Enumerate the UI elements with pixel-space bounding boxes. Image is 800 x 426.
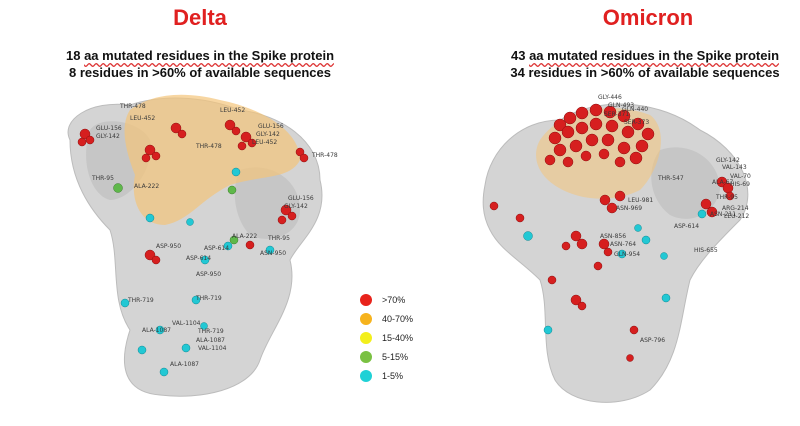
delta-residue-label: THR-719	[197, 328, 224, 335]
delta-residue-label: GLU-156	[96, 125, 122, 132]
omicron-subtitle: 43 aa mutated residues in the Spike prot…	[480, 47, 800, 81]
delta-residue-label: THR-478	[119, 103, 146, 110]
delta-residue-label: THR-95	[267, 235, 290, 242]
delta-residue-label: THR-95	[91, 175, 114, 182]
legend-swatch	[360, 369, 372, 382]
omicron-residue-label: ASN-764	[610, 241, 636, 248]
omicron-residue-label: ALA-67	[712, 179, 734, 186]
delta-residue-label: ASP-614	[186, 255, 211, 262]
legend-label: 5-15%	[382, 351, 409, 362]
delta-spike-structure: THR-478LEU-452GLU-156GLY-142LEU-452GLU-1…	[67, 94, 338, 397]
delta-residue-label: ASN-950	[260, 250, 286, 257]
omicron-residue-label: ASP-614	[674, 223, 699, 230]
legend-item: 5-15%	[360, 347, 413, 366]
delta-title: Delta	[173, 5, 227, 30]
delta-residue-label: ASP-950	[156, 243, 181, 250]
delta-residue-label: ASP-950	[196, 271, 221, 278]
delta-cyan-residues	[120, 167, 275, 377]
delta-residues	[77, 119, 309, 377]
legend-swatch	[360, 331, 372, 344]
delta-red-residues	[77, 119, 309, 265]
legend-swatch	[360, 312, 372, 325]
legend: >70% 40-70% 15-40% 5-15% 1-5%	[360, 290, 413, 385]
omicron-residue-label: GLN-440	[622, 106, 648, 113]
omicron-red-residues	[489, 103, 735, 362]
legend-label: 40-70%	[382, 313, 414, 324]
legend-swatch	[360, 293, 372, 306]
omicron-residue-label: LEU-212	[724, 213, 749, 220]
delta-residue-label: LEU-452	[220, 107, 245, 114]
delta-residue-label: THR-719	[127, 297, 154, 304]
omicron-residue-label: ASN-856	[600, 233, 626, 240]
delta-residue-label: GLY-142	[256, 131, 280, 138]
omicron-residue-label: THR-547	[657, 175, 684, 182]
delta-residue-label: LEU-452	[252, 139, 277, 146]
delta-residue-label: THR-478	[195, 143, 222, 150]
omicron-residue-label: ASN-211	[710, 211, 736, 218]
legend-swatch	[360, 350, 372, 363]
delta-residue-label: THR-719	[195, 295, 222, 302]
omicron-residue-label: GLN-493	[608, 102, 634, 109]
legend-item: >70%	[360, 290, 413, 309]
legend-item: 15-40%	[360, 328, 413, 347]
omicron-residue-label: LEU-981	[628, 197, 653, 204]
delta-residue-label: VAL-1104	[198, 345, 227, 352]
delta-residue-label: ALA-1087	[170, 361, 199, 368]
omicron-title: Omicron	[602, 5, 694, 30]
omicron-residue-label: ASP-796	[640, 337, 665, 344]
delta-residue-label: ALA-1087	[142, 327, 171, 334]
delta-residue-label: ALA-1087	[196, 337, 225, 344]
legend-label: 1-5%	[382, 370, 404, 381]
delta-subtitle-line2: 8 residues in >60% of available sequence…	[69, 65, 331, 80]
delta-green-residues	[113, 183, 239, 245]
delta-subtitle-line1: 18 aa mutated residues in the Spike prot…	[65, 48, 335, 63]
delta-residue-label: ALA-222	[232, 233, 257, 240]
omicron-residue-label: ASN-969	[616, 205, 642, 212]
omicron-residue-label: VAL-143	[722, 164, 747, 171]
omicron-residues	[489, 103, 735, 362]
delta-rbd-region	[124, 94, 300, 225]
omicron-residue-label: THR-95	[715, 194, 738, 201]
omicron-residue-label: SER-373	[624, 119, 649, 126]
omicron-subtitle-line1: 43 aa mutated residues in the Spike prot…	[510, 48, 780, 63]
omicron-residue-label: SER-371	[604, 111, 629, 118]
delta-residue-label: LEU-452	[130, 115, 155, 122]
delta-residue-label: ASP-614	[204, 245, 229, 252]
delta-residue-labels: THR-478LEU-452GLU-156GLY-142LEU-452GLU-1…	[91, 103, 338, 368]
omicron-residue-label: ARG-214	[722, 205, 749, 212]
omicron-residue-label: GLY-446	[598, 94, 622, 101]
omicron-subtitle-line2: 34 residues in >60% of available sequenc…	[510, 65, 780, 80]
delta-residue-label: ALA-222	[134, 183, 159, 190]
legend-item: 1-5%	[360, 366, 413, 385]
delta-residue-label: GLY-142	[96, 133, 120, 140]
delta-residue-label: GLY-142	[284, 203, 308, 210]
delta-residue-label: THR-478	[311, 152, 338, 159]
omicron-residue-label: VAL-70	[730, 173, 751, 180]
delta-residue-label: GLU-156	[288, 195, 314, 202]
omicron-residue-label: GLY-142	[716, 157, 740, 164]
omicron-residue-label: HIS-69	[730, 181, 750, 188]
delta-subtitle: 18 aa mutated residues in the Spike prot…	[35, 47, 365, 81]
delta-residue-label: VAL-1104	[172, 320, 201, 327]
omicron-residue-label: GLN-954	[614, 251, 640, 258]
omicron-residue-label: HIS-655	[694, 247, 718, 254]
omicron-cyan-residues	[523, 209, 707, 335]
legend-item: 40-70%	[360, 309, 413, 328]
legend-label: >70%	[382, 294, 406, 305]
legend-label: 15-40%	[382, 332, 414, 343]
delta-residue-label: GLU-156	[258, 123, 284, 130]
